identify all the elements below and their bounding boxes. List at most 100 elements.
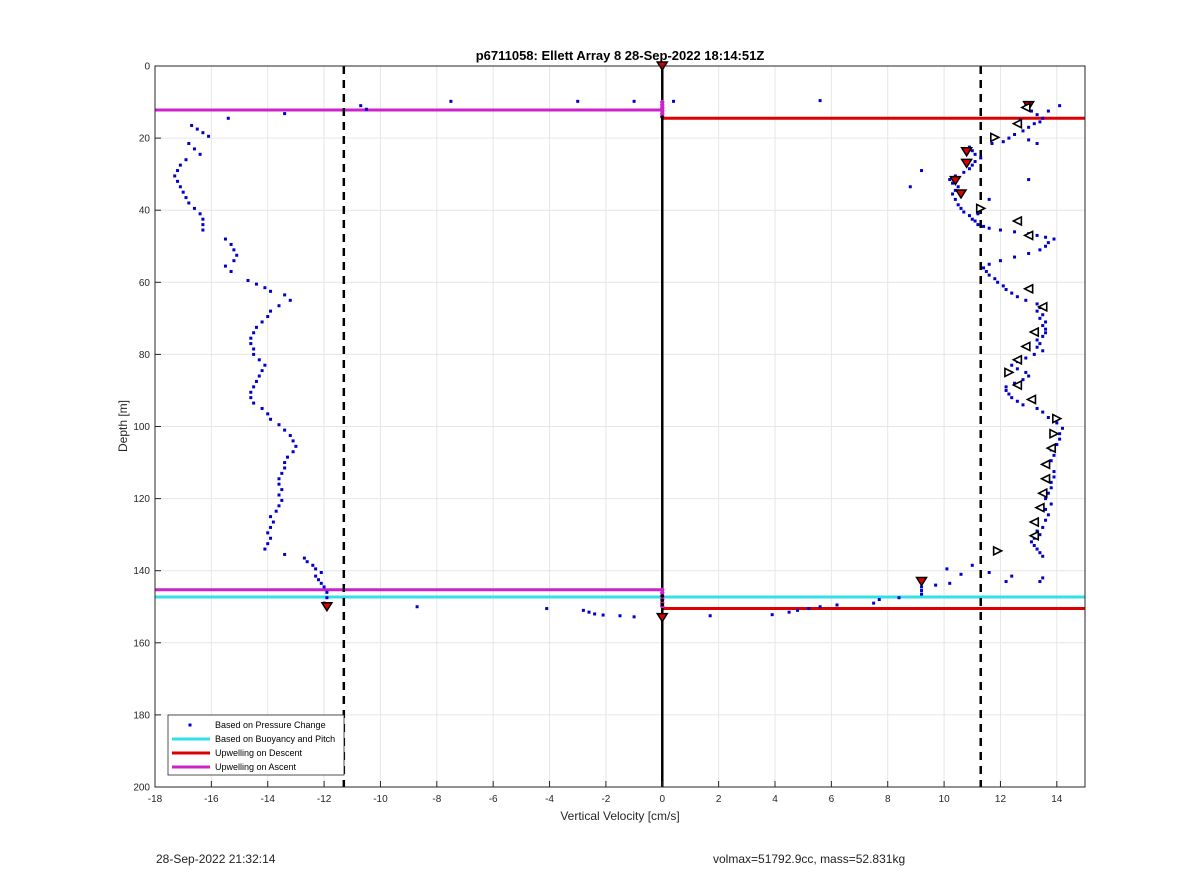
pressure-change-point [1041,349,1045,353]
pressure-change-point [277,304,281,308]
pressure-change-point [235,253,239,257]
pressure-change-point [959,572,963,576]
zero-marker [660,598,665,603]
zero-marker [660,594,665,598]
pressure-change-point [1013,381,1017,385]
pressure-change-point [948,581,952,585]
legend-box [167,714,345,776]
pressure-change-point [283,112,287,116]
pressure-change-point [269,525,273,529]
pressure-change-point [223,264,227,268]
pressure-change-point [1044,235,1048,239]
pressure-change-point [449,99,453,103]
pressure-change-point [254,325,258,329]
pressure-change-point [1041,525,1045,529]
pressure-change-point [545,607,549,611]
legend-label: Upwelling on Ascent [215,762,297,772]
pressure-change-point [908,185,912,189]
pressure-change-point [192,147,196,151]
pressure-change-point [1035,345,1039,349]
pressure-change-point [226,116,230,120]
pressure-change-point [280,471,284,475]
pressure-change-point [283,461,287,465]
pressure-change-point [260,369,264,373]
y-tick-label: 20 [139,134,151,145]
pressure-change-point [314,574,318,578]
pressure-change-point [260,320,264,324]
pressure-change-point [956,185,960,189]
descent-upwelling-marker [960,147,973,158]
pressure-change-point [1058,104,1062,108]
pressure-change-point [979,156,983,160]
ascent-upwelling-marker [1028,530,1040,542]
ascent-upwelling-marker [1020,341,1031,352]
pressure-change-point [1010,574,1014,578]
pressure-change-point [601,613,605,617]
pressure-change-point [283,428,287,432]
pressure-change-point [1010,363,1014,367]
pressure-change-point [322,585,326,589]
pressure-change-point [1032,122,1036,126]
pressure-change-point [970,563,974,567]
pressure-change-point [1029,540,1033,544]
pressure-change-point [1032,543,1036,547]
pressure-change-point [269,417,273,421]
pressure-change-point [987,197,991,201]
ascent-upwelling-marker [1004,367,1015,378]
horizontal-lines [155,108,1085,611]
pressure-change-point [176,169,180,173]
pressure-change-point [181,190,185,194]
pressure-change-point [1052,475,1056,479]
pressure-change-point [269,309,273,313]
pressure-change-point [1001,140,1005,144]
pressure-change-point [254,379,258,383]
pressure-change-point [1021,378,1025,382]
pressure-change-point [1041,313,1045,317]
pressure-change-point [249,342,253,346]
pressure-change-point [1038,551,1042,555]
y-tick-label: 100 [133,422,150,433]
pressure-change-point [951,181,955,185]
zero-marker [660,602,665,607]
pressure-change-point [967,214,971,218]
legend-label: Based on Buoyancy and Pitch [215,734,335,744]
y-tick-label: 0 [144,62,150,73]
pressure-change-point [1035,529,1039,533]
pressure-change-point [283,552,287,556]
pressure-change-point [1007,136,1011,140]
pressure-change-point [1041,410,1045,414]
pressure-change-point [807,607,811,611]
footer-timestamp: 28-Sep-2022 21:32:14 [156,852,276,866]
pressure-change-point [987,571,991,575]
data-points [173,61,1064,623]
pressure-change-point [1052,470,1056,474]
x-tick-label: -6 [489,794,498,805]
pressure-change-point [232,248,236,252]
pressure-change-point [201,217,205,221]
pressure-change-point [277,423,281,427]
x-tick-label: 8 [885,794,891,805]
pressure-change-point [1021,403,1025,407]
pressure-change-point [178,163,182,167]
pressure-change-point [1044,327,1048,331]
pressure-change-point [201,223,205,227]
pressure-change-point [1024,370,1028,374]
pressure-change-point [1038,580,1042,584]
pressure-change-point [787,610,791,614]
pressure-change-point [1049,502,1053,506]
pressure-change-point [249,336,253,340]
ascent-upwelling-marker [1011,354,1023,366]
pressure-change-point [1046,513,1050,517]
pressure-change-point [190,123,194,127]
pressure-change-point [1021,129,1025,133]
ascent-upwelling-marker [1022,283,1034,295]
x-tick-label: 6 [829,794,835,805]
pressure-change-point [266,542,270,546]
pressure-change-point [207,134,211,138]
x-tick-label: -2 [601,794,610,805]
pressure-change-point [266,531,270,535]
pressure-change-point [967,167,971,171]
x-axis-label: Vertical Velocity [cm/s] [560,809,679,823]
pressure-change-point [1035,233,1039,237]
pressure-change-point [266,315,270,319]
